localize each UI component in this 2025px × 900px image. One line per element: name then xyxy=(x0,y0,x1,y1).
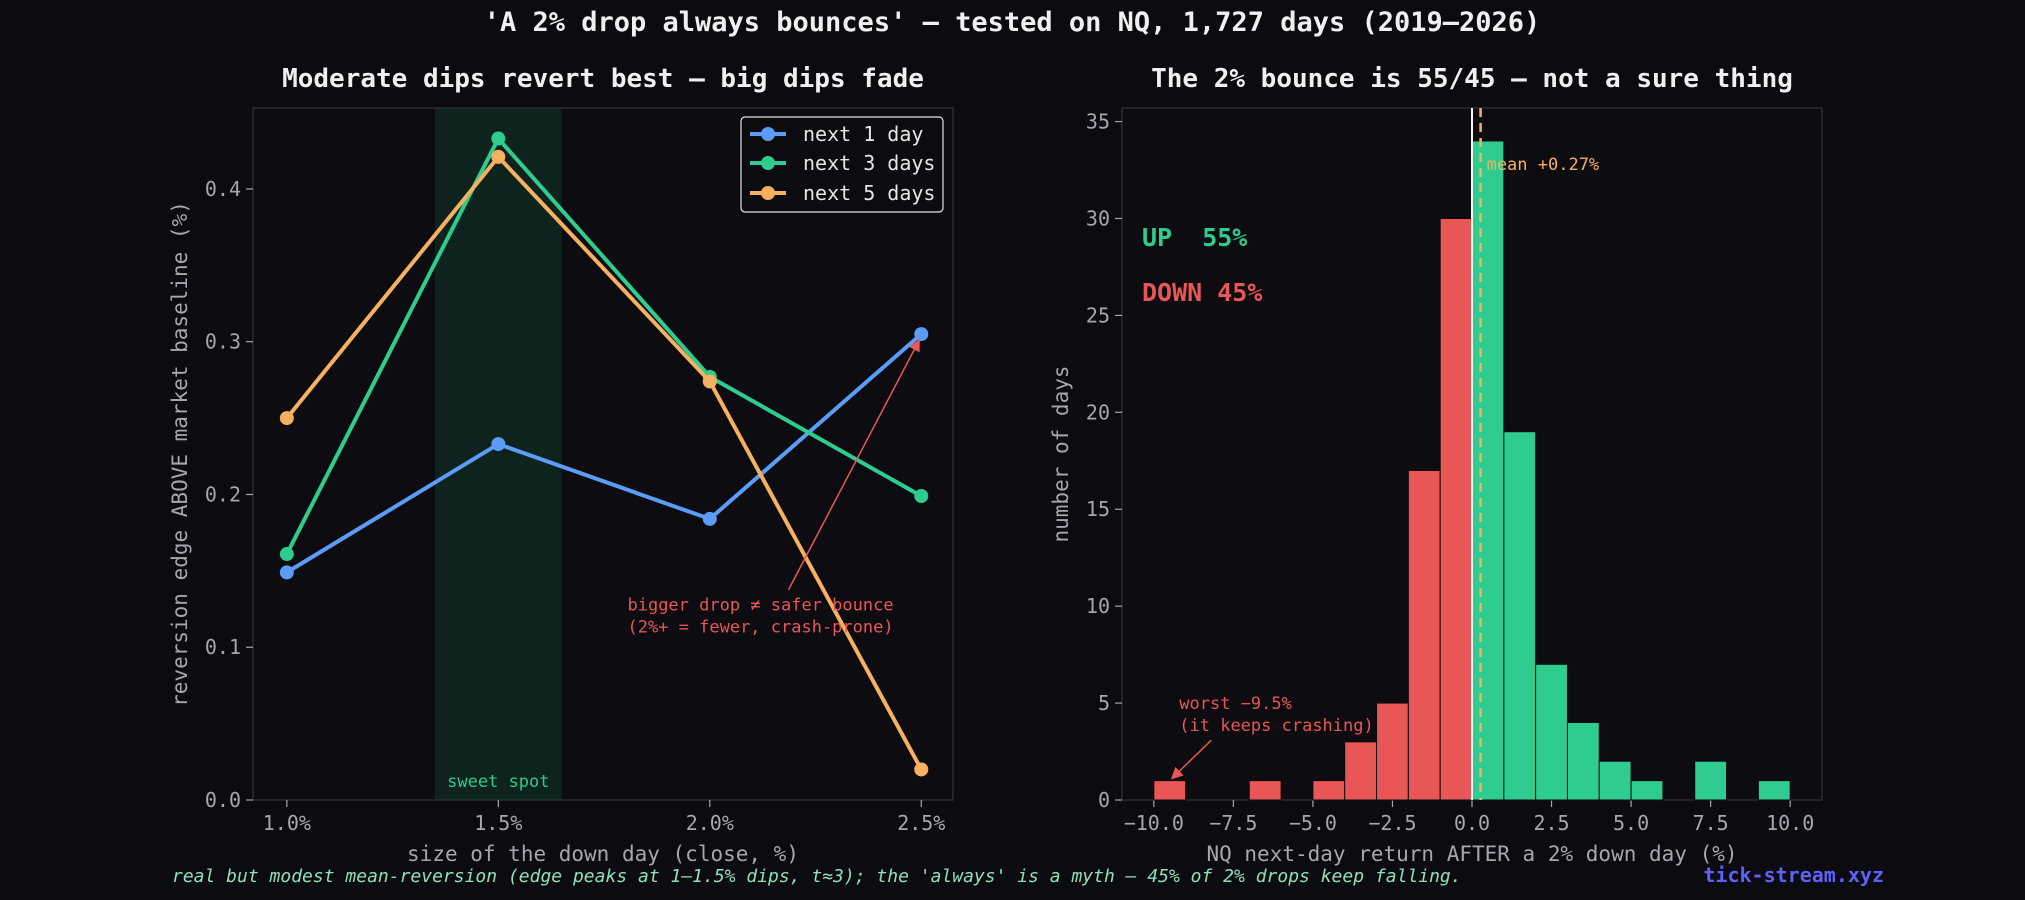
histogram-bar xyxy=(1630,780,1664,801)
histogram-bar xyxy=(1757,780,1791,801)
right-xtick-label: −10.0 xyxy=(1124,811,1184,835)
right-xtick-label: −7.5 xyxy=(1209,811,1257,835)
left-xtick-label: 1.0% xyxy=(263,811,311,835)
left-annotation-line-2: (2%+ = fewer, crash-prone) xyxy=(627,618,893,638)
right-chart: The 2% bounce is 55/45 — not a sure thin… xyxy=(1049,64,1823,866)
histogram-bar xyxy=(1312,780,1346,801)
left-xtick-label: 1.5% xyxy=(474,811,522,835)
series-2-point xyxy=(279,411,294,426)
left-ytick-label: 0.3 xyxy=(205,330,241,354)
left-plot-area xyxy=(252,107,954,801)
right-ylabel: number of days xyxy=(1049,365,1073,542)
right-xlabel: NQ next-day return AFTER a 2% down day (… xyxy=(1206,842,1737,866)
histogram-bar xyxy=(1535,663,1568,801)
left-ytick-label: 0.1 xyxy=(205,635,241,659)
brand-link[interactable]: tick-stream.xyz xyxy=(1703,863,1884,887)
legend-label-1day: next 1 day xyxy=(803,122,923,146)
right-ytick-label: 25 xyxy=(1086,303,1110,327)
legend-marker-5day xyxy=(761,186,775,200)
left-xtick-label: 2.0% xyxy=(686,811,734,835)
down-label: DOWN 45% xyxy=(1142,278,1262,307)
left-ylabel: reversion edge ABOVE market baseline (%) xyxy=(168,201,192,707)
footer-note: real but modest mean-reversion (edge pea… xyxy=(172,866,1462,887)
series-0-point xyxy=(279,565,294,580)
histogram-bar xyxy=(1153,780,1187,801)
right-xtick-label: −2.5 xyxy=(1368,811,1416,835)
histogram-bar xyxy=(1248,780,1282,801)
right-xtick-label: 5.0 xyxy=(1613,811,1649,835)
series-0-point xyxy=(914,327,929,342)
series-1-point xyxy=(279,547,294,562)
right-xtick-label: 2.5 xyxy=(1533,811,1569,835)
series-2-point xyxy=(702,374,717,389)
series-1-point xyxy=(491,131,506,146)
series-0-point xyxy=(702,511,717,526)
legend-label-3day: next 3 days xyxy=(803,151,935,175)
series-2-point xyxy=(491,149,506,164)
legend: next 1 day next 3 days next 5 days xyxy=(740,116,944,213)
right-xtick-label: 10.0 xyxy=(1766,811,1814,835)
histogram-bar xyxy=(1566,721,1600,801)
left-chart-title: Moderate dips revert best — big dips fad… xyxy=(282,64,924,94)
series-1-point xyxy=(914,489,929,504)
mean-label: mean +0.27% xyxy=(1487,155,1600,175)
right-annotation-line-2: (it keeps crashing) xyxy=(1179,716,1373,736)
legend-label-5day: next 5 days xyxy=(803,181,935,205)
left-xlabel: size of the down day (close, %) xyxy=(407,842,799,866)
right-chart-title: The 2% bounce is 55/45 — not a sure thin… xyxy=(1151,64,1793,94)
left-xtick-label: 2.5% xyxy=(897,811,945,835)
left-annotation-line-1: bigger drop ≠ safer bounce xyxy=(627,596,893,616)
histogram-bar xyxy=(1503,431,1537,801)
left-chart: sweet spot Moderate dips revert best — b… xyxy=(168,64,954,866)
histogram-bar xyxy=(1407,469,1441,801)
up-label: UP 55% xyxy=(1142,223,1247,252)
histogram-bar xyxy=(1471,140,1505,801)
left-ytick-label: 0.0 xyxy=(205,788,241,812)
right-xtick-label: 0.0 xyxy=(1454,811,1490,835)
series-line-2 xyxy=(285,154,924,771)
series-line-1 xyxy=(285,136,923,555)
series-2-point xyxy=(914,762,929,777)
right-xtick-label: −5.0 xyxy=(1289,811,1337,835)
right-xtick-label: 7.5 xyxy=(1693,811,1729,835)
left-annotation-arrow xyxy=(787,339,920,591)
right-ytick-label: 30 xyxy=(1086,206,1110,230)
histogram-bar xyxy=(1598,760,1632,801)
right-ytick-label: 0 xyxy=(1098,788,1110,812)
legend-marker-1day xyxy=(761,127,775,141)
right-ytick-label: 5 xyxy=(1098,691,1110,715)
histogram-bar xyxy=(1439,217,1473,801)
series-0-point xyxy=(491,437,506,452)
left-ytick-label: 0.2 xyxy=(205,482,241,506)
suptitle: 'A 2% drop always bounces' — tested on N… xyxy=(484,7,1541,38)
left-ytick-label: 0.4 xyxy=(205,177,241,201)
series-line-0 xyxy=(285,332,923,575)
histogram-bar xyxy=(1344,741,1378,801)
right-annotation-arrow xyxy=(1170,739,1212,780)
right-ytick-label: 20 xyxy=(1086,400,1110,424)
sweet-spot-label: sweet spot xyxy=(447,772,549,792)
right-ytick-label: 15 xyxy=(1086,497,1110,521)
histogram-bar xyxy=(1376,702,1409,801)
legend-marker-3day xyxy=(761,156,775,170)
right-annotation-line-1: worst −9.5% xyxy=(1179,694,1292,714)
right-ytick-label: 35 xyxy=(1086,110,1110,134)
legend-box xyxy=(740,116,944,213)
histogram-bar xyxy=(1694,760,1728,801)
right-ytick-label: 10 xyxy=(1086,594,1110,618)
